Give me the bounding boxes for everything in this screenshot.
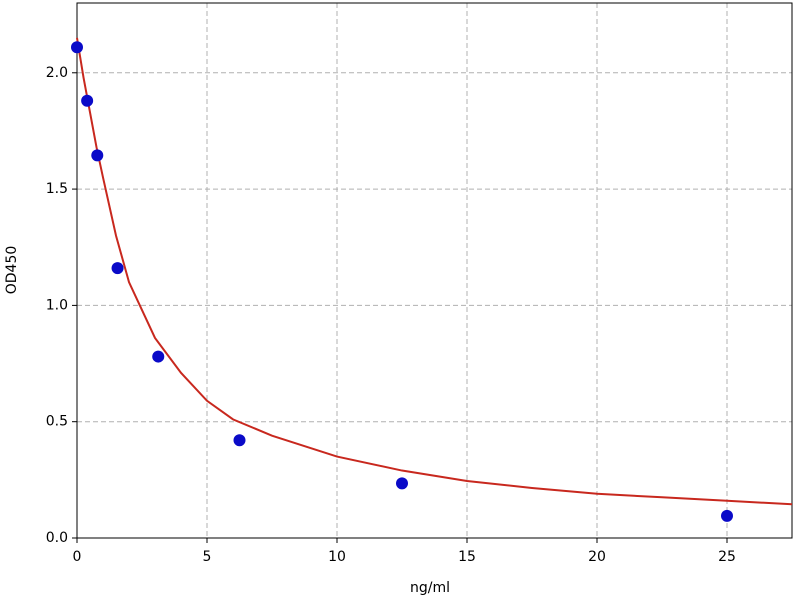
x-axis-label: ng/ml xyxy=(410,580,450,596)
data-point xyxy=(111,262,124,275)
y-tick-label: 0.0 xyxy=(46,530,68,546)
data-point xyxy=(152,350,165,363)
x-tick-label: 25 xyxy=(718,549,736,565)
x-tick-label: 5 xyxy=(203,549,212,565)
data-point xyxy=(396,477,408,490)
data-point xyxy=(233,434,246,447)
fit-curve xyxy=(76,37,793,506)
y-tick-label: 0.5 xyxy=(46,414,68,430)
data-point xyxy=(91,149,104,162)
x-tick-label: 20 xyxy=(588,549,606,565)
data-point xyxy=(81,94,94,107)
x-tick-label: 0 xyxy=(73,549,82,565)
plot-frame xyxy=(76,2,793,539)
data-point xyxy=(721,509,733,522)
y-tick-label: 1.0 xyxy=(46,297,68,313)
x-tick-label: 15 xyxy=(458,549,476,565)
y-tick-label: 2.0 xyxy=(46,65,68,81)
x-tick-label: 10 xyxy=(328,549,346,565)
y-tick-label: 1.5 xyxy=(46,181,68,197)
data-point xyxy=(71,41,83,54)
y-axis-label: OD450 xyxy=(4,246,20,295)
